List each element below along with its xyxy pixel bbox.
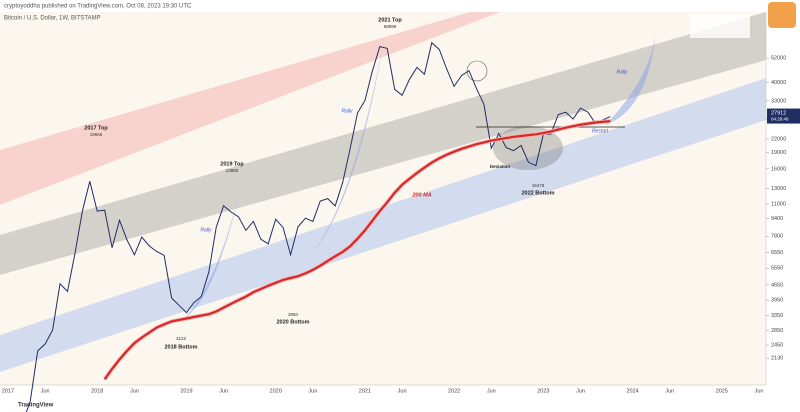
x-tick-label: Jun [576, 388, 585, 394]
annotation: 3122 [176, 336, 187, 341]
y-tick-label: 13000 [771, 186, 786, 192]
y-tick-label: 3950 [771, 298, 783, 304]
x-tick-label: Jun [308, 388, 317, 394]
price-tag-label: 27912 [771, 111, 786, 117]
price-line [15, 41, 611, 412]
red-channel [0, 12, 500, 205]
top-circle [466, 60, 488, 82]
annotation: 2020 Bottom [276, 319, 309, 325]
annotation: 200 MA [411, 192, 431, 198]
y-tick-label: 4650 [771, 282, 783, 288]
footer: TradingView [18, 403, 54, 409]
y-tick-label: 11000 [771, 201, 786, 207]
y-tick-label: 33000 [771, 98, 786, 104]
annotation: 3850 [288, 312, 299, 317]
y-tick-label: 22000 [771, 136, 786, 142]
ma-line [103, 120, 611, 380]
x-tick-label: Jun [665, 388, 674, 394]
x-tick-label: 2022 [448, 388, 460, 394]
rally-arc [605, 22, 657, 125]
annotation: 15479 [532, 183, 545, 188]
x-tick-label: 2017 [2, 388, 14, 394]
annotation: 2021 Top [378, 17, 402, 23]
symbol: Bitcoin / U.S. Dollar, 1W, BITSTAMP [4, 16, 101, 22]
x-tick-label: 2019 [180, 388, 192, 394]
price-tag [767, 108, 800, 124]
x-tick-label: 2023 [537, 388, 549, 394]
y-tick-label: 40000 [771, 80, 786, 86]
y-tick-label: 19000 [771, 150, 786, 156]
y-tick-label: 5550 [771, 266, 783, 272]
annotation: 2022 Bottom [521, 190, 554, 196]
annotation: Rally [341, 108, 353, 114]
y-tick-label: 2850 [771, 328, 783, 334]
publisher: cryptoyoddha published on TradingView.co… [4, 4, 192, 10]
x-tick-label: 2018 [91, 388, 103, 394]
x-tick-label: Jun [755, 388, 764, 394]
watermark [690, 14, 750, 38]
y-tick-label: 2130 [771, 356, 783, 362]
annotation: Restart [592, 128, 609, 134]
x-tick-label: Jun [41, 388, 50, 394]
x-tick-label: Jun [487, 388, 496, 394]
blue-channel [0, 78, 766, 372]
y-tick-label: 52000 [771, 56, 786, 62]
x-tick-label: Jun [398, 388, 407, 394]
x-tick-label: Jun [130, 388, 139, 394]
gray-channel [0, 12, 766, 275]
y-tick-label: 16000 [771, 166, 786, 172]
annotation: 68999 [384, 24, 397, 29]
countdown-label: 04:29:46 [771, 117, 789, 122]
y-tick-label: 3350 [771, 313, 783, 319]
x-tick-label: 2021 [359, 388, 371, 394]
logo [768, 2, 796, 28]
x-tick-label: 2025 [716, 388, 728, 394]
annotation: Rally [616, 69, 628, 75]
annotation: 13880 [226, 168, 239, 173]
annotation: 19666 [90, 132, 103, 137]
y-tick-label: 7800 [771, 234, 783, 240]
annotation: Deviation [490, 164, 511, 169]
x-tick-label: 2020 [270, 388, 282, 394]
y-tick-label: 6550 [771, 250, 783, 256]
x-tick-label: Jun [219, 388, 228, 394]
annotation: Rally [200, 227, 212, 233]
annotation: 2019 Top [220, 161, 244, 167]
annotation: 2017 Top [84, 125, 108, 131]
y-tick-label: 9400 [771, 216, 783, 222]
annotation: 2018 Bottom [164, 344, 197, 350]
y-tick-label: 2450 [771, 342, 783, 348]
x-tick-label: 2024 [626, 388, 638, 394]
